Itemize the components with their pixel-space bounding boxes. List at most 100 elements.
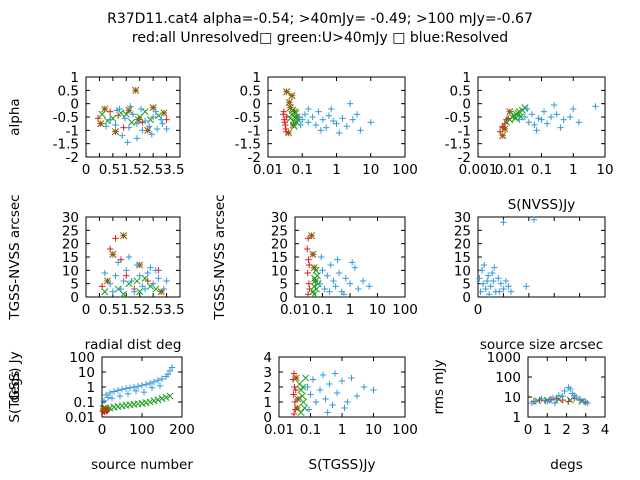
data-point [290,122,298,130]
data-point [351,264,359,271]
data-point [166,367,174,375]
data-point [112,272,119,279]
point-stroke [120,232,128,240]
point-stroke [285,129,293,137]
data-point [106,116,114,123]
series-green [101,274,160,298]
data-point [559,392,566,400]
data-point [142,381,150,388]
data-point [317,127,325,134]
data-point [333,389,341,397]
data-point [141,108,149,116]
data-point [116,105,123,113]
data-point [299,398,308,406]
data-point [322,124,330,131]
data-point [120,124,127,131]
data-point [144,126,152,134]
point-stroke [141,274,149,282]
data-point [124,390,132,398]
point-stroke [146,398,154,406]
series-brown [97,86,168,136]
data-point [293,404,301,412]
point-stroke [293,404,301,412]
data-point [528,111,536,118]
point-stroke [111,128,120,136]
point-stroke [109,114,117,122]
data-point [120,232,128,240]
data-point [128,118,136,126]
y-tick-label: 25 [271,223,288,239]
data-point [325,112,333,119]
x-tick-label: 100 [129,422,155,438]
data-point [154,377,162,384]
point-stroke [162,393,170,402]
series-blue [101,253,170,295]
data-point [280,108,288,115]
data-point [329,401,336,409]
data-point [366,283,373,290]
data-point [307,391,314,398]
data-point [141,285,149,293]
data-point [102,123,110,130]
x-tick-label: 0.001 [459,162,498,178]
data-point [521,113,529,121]
x-tick-label: 1 [346,302,355,318]
data-point [549,394,557,402]
series-blue [304,370,377,416]
data-point [148,131,155,138]
data-point [507,288,515,295]
y-axis-label: degs [7,371,23,403]
data-point [104,394,112,401]
data-point [551,399,559,407]
data-point [148,384,156,391]
data-point [329,117,337,125]
data-point [346,280,354,287]
y-tick-label: 0 [263,410,272,426]
data-point [480,261,488,269]
point-stroke [144,126,152,134]
y-axis-label: TGSS-NVSS arcsec [7,194,23,320]
panel-2: 0.01 0.1 1 10 100-2-1.5-1-0.500.51 [235,70,418,178]
data-point [292,374,300,382]
point-stroke [294,395,302,403]
point-stroke [296,380,304,388]
point-stroke [136,113,144,121]
data-point [532,398,539,405]
data-point [326,288,333,295]
y-tick-label: 10 [504,390,521,406]
point-stroke [514,109,522,117]
y-tick-label: 100 [69,350,95,366]
data-point [479,280,487,287]
series-blue [476,216,538,298]
data-point [342,275,349,282]
point-stroke [120,290,128,298]
data-point [304,235,312,242]
data-point [123,267,130,274]
y-axis-label: S(TGSS) Jy [7,351,23,422]
y-tick-label: 0.5 [240,83,261,99]
x-tick-label: 0.01 [280,302,310,318]
plot-frame [477,216,606,298]
data-point [133,277,141,285]
data-point [146,282,155,290]
point-stroke [150,397,158,405]
data-point [127,103,134,110]
x-tick-label: 0.1 [300,422,321,438]
y-tick-label: 1 [462,70,471,86]
data-point [315,108,322,115]
data-point [538,116,545,123]
data-point [308,232,316,240]
data-point [103,277,112,285]
data-point [490,277,497,285]
data-point [150,378,158,386]
y-tick-label: 100 [495,370,521,386]
data-point [138,382,146,389]
data-point [316,280,324,287]
data-point [341,404,348,412]
data-point [133,120,141,127]
data-point [298,392,306,400]
point-stroke [158,394,166,403]
